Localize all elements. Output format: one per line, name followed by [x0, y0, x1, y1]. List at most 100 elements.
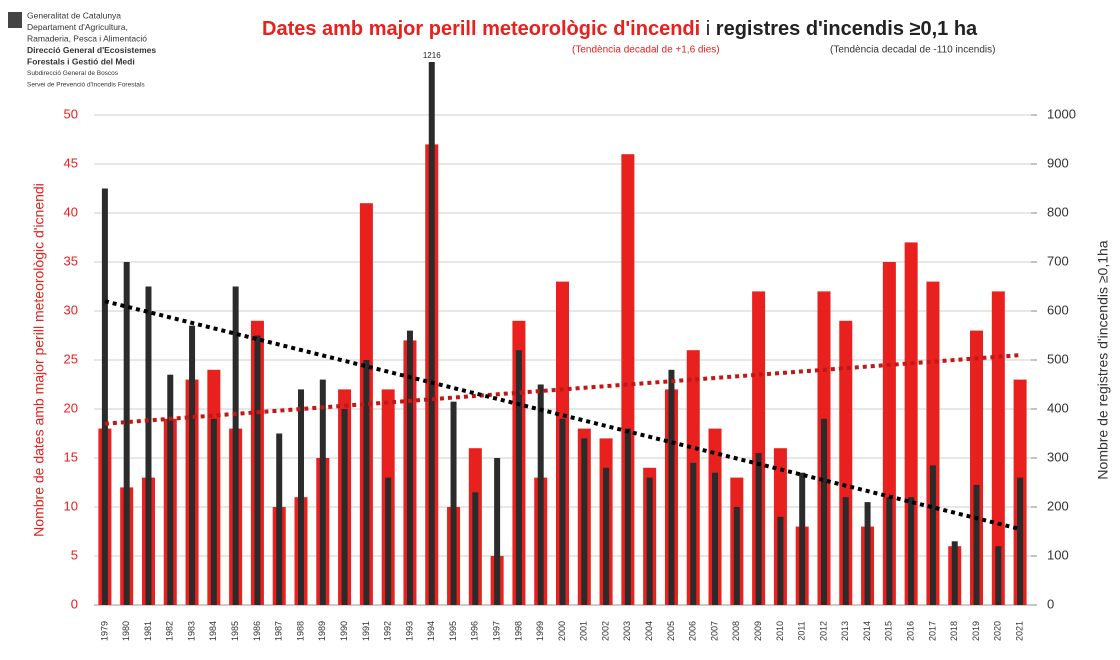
x-tick-label: 2018 [949, 621, 959, 641]
bar [733, 507, 740, 605]
bar [1017, 477, 1024, 605]
bar [450, 401, 457, 605]
logo-line: Subdirecció General de Boscos [27, 70, 119, 77]
x-tick-label: 1993 [404, 621, 414, 641]
bar [101, 188, 108, 605]
y-axis-label: Nombre de dates amb major perill meteoro… [31, 183, 47, 537]
bar [298, 389, 305, 605]
bar [559, 418, 566, 605]
x-tick-label: 1988 [295, 621, 305, 641]
logo-icon [8, 12, 22, 28]
x-tick-label: 2007 [709, 621, 719, 641]
x-tick-label: 1983 [186, 621, 196, 641]
y2-tick-label: 600 [1047, 302, 1069, 317]
bar [820, 418, 827, 605]
x-tick-label: 2019 [971, 621, 981, 641]
logo-line: Departament d'Agricultura, [27, 22, 128, 32]
x-tick-label: 1991 [361, 621, 371, 641]
x-tick-label: 1992 [383, 621, 393, 641]
x-tick-label: 2009 [753, 621, 763, 641]
x-tick-label: 2014 [862, 621, 872, 641]
x-tick-label: 2006 [688, 621, 698, 641]
bar [668, 369, 675, 605]
x-tick-label: 2008 [731, 621, 741, 641]
bar [929, 465, 936, 605]
logo: Generalitat de Catalunya Departament d'Ag… [27, 10, 156, 88]
bar [276, 433, 283, 605]
x-tick-label: 2016 [906, 621, 916, 641]
bar [167, 374, 174, 605]
y2-tick-label: 100 [1047, 547, 1069, 562]
title-part: Dates amb major perill meteorològic d'in… [262, 18, 700, 40]
y-tick-label: 10 [64, 498, 78, 513]
y2-tick-label: 500 [1047, 351, 1069, 366]
y-tick-label: 35 [64, 253, 78, 268]
bar [319, 379, 326, 605]
x-tick-label: 1985 [230, 621, 240, 641]
x-tick-label: 1994 [426, 621, 436, 641]
x-tick-label: 2015 [884, 621, 894, 641]
x-tick-label: 2017 [927, 621, 937, 641]
bar [428, 62, 435, 606]
bar [472, 492, 479, 605]
logo-line: Forestals i Gestió del Medi [27, 56, 135, 66]
y2-tick-label: 0 [1047, 596, 1054, 611]
trend-line [104, 299, 1021, 531]
x-tick-label: 1984 [208, 621, 218, 641]
x-tick-label: 1990 [339, 621, 349, 641]
x-tick-label: 2011 [797, 621, 807, 640]
x-tick-label: 2021 [1014, 621, 1024, 641]
bar [210, 418, 217, 605]
bar [839, 320, 853, 605]
x-tick-label: 1995 [448, 621, 458, 641]
y2-tick-label: 400 [1047, 400, 1069, 415]
bar [646, 477, 653, 605]
y2-tick-label: 700 [1047, 253, 1069, 268]
x-tick-label: 2005 [666, 621, 676, 641]
title-joiner: i [706, 18, 710, 40]
x-tick-label: 1980 [121, 621, 131, 641]
x-tick-label: 1989 [317, 621, 327, 641]
logo-line: Ramaderia, Pesca i Alimentació [27, 33, 147, 43]
bar [123, 262, 130, 605]
x-tick-label: 2012 [818, 621, 828, 641]
y-tick-label: 0 [71, 596, 78, 611]
bar [752, 291, 766, 605]
x-tick-label: 1986 [252, 621, 262, 641]
bar [603, 467, 610, 605]
x-tick-label: 1996 [470, 621, 480, 641]
x-tick-label: 1987 [274, 621, 284, 641]
logo-line: Servei de Prevenció d'Incendis Forestals [27, 82, 145, 89]
bar [624, 428, 631, 605]
bar [406, 330, 413, 605]
bar [232, 286, 239, 605]
x-tick-label: 1982 [165, 621, 175, 641]
bar [254, 335, 261, 605]
bar [995, 546, 1002, 605]
bar [537, 384, 544, 605]
value-label: 1216 [423, 51, 441, 60]
y-tick-label: 5 [71, 547, 78, 562]
bar [886, 497, 893, 605]
bar [515, 350, 522, 605]
bar [189, 325, 196, 605]
x-tick-label: 1997 [492, 621, 502, 641]
chart-title: Dates amb major perill meteorològic d'in… [262, 18, 978, 40]
x-tick-label: 2013 [840, 621, 850, 641]
bar [690, 462, 697, 605]
bar [973, 484, 980, 605]
bar [581, 438, 588, 605]
logo-line: Direcció General d'Ecosistemes [27, 45, 156, 55]
y-tick-label: 45 [64, 155, 78, 170]
x-tick-label: 2003 [622, 621, 632, 641]
y2-tick-label: 300 [1047, 449, 1069, 464]
title-part: registres d'incendis ≥0,1 ha [716, 18, 978, 40]
x-tick-label: 1981 [143, 621, 153, 641]
bar [145, 286, 152, 605]
x-tick-label: 2002 [600, 621, 610, 641]
bar [341, 409, 348, 605]
bar [951, 541, 958, 605]
bar [755, 453, 762, 605]
x-tick-label: 2020 [993, 621, 1003, 641]
